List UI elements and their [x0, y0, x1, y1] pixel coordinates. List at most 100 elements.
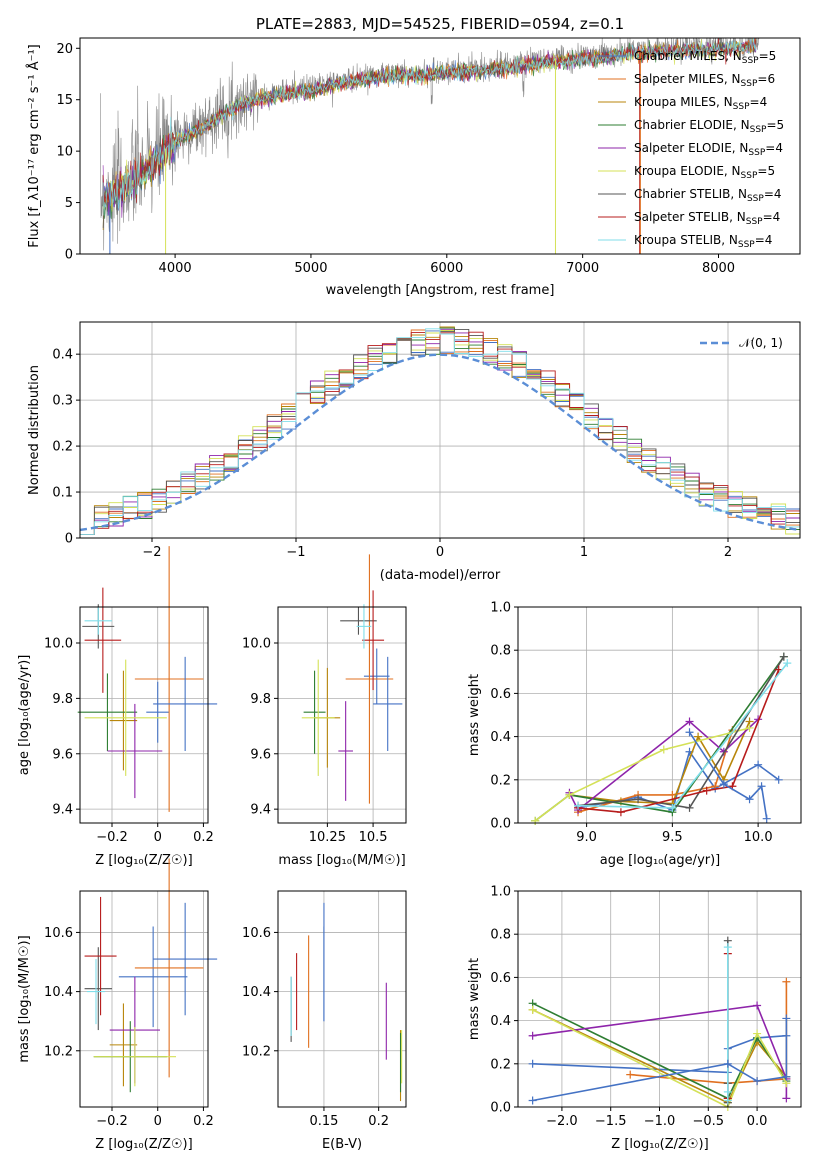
weight-vs-age-marker-0-6 — [774, 775, 783, 784]
legend-count-8: =4 — [755, 233, 773, 247]
mass-vs-Z-frame — [79, 890, 209, 1108]
legend-count-2: =4 — [750, 95, 768, 109]
age-vs-mass-xtick-label-0: 10.25 — [309, 830, 346, 845]
weight-vs-Z-marker-9-2 — [753, 1077, 762, 1086]
age-vs-mass-xtick-label-1: 10.5 — [359, 830, 388, 845]
residuals-hist-6 — [80, 328, 800, 535]
age-vs-Z-ytick-label-2: 9.8 — [52, 692, 73, 707]
age-vs-Z-xtick-label-0: −0.2 — [96, 830, 128, 845]
mass-vs-Z-ytick-label-1: 10.4 — [44, 985, 73, 1000]
age-vs-mass-ytick-label-2: 9.8 — [250, 692, 271, 707]
age-vs-mass-xlabel: mass [log₁₀(M/M☉)] — [278, 853, 405, 868]
normal-legend-label: 𝒩(0, 1) — [739, 336, 783, 350]
mass-vs-Z-xtick-label-1: 0 — [154, 1114, 162, 1129]
figure-title: PLATE=2883, MJD=54525, FIBERID=0594, z=0… — [256, 15, 624, 33]
weight-vs-age-ylabel: mass weight — [467, 674, 482, 756]
weight-vs-Z-xtick-label-0: −2.0 — [546, 1114, 578, 1129]
spectrum-ytick-label-1: 5 — [65, 196, 73, 211]
weight-vs-age-ytick-label-1: 0.2 — [490, 773, 511, 788]
legend-sub-0: SSP — [742, 56, 759, 66]
legend-count-5: =5 — [757, 164, 775, 178]
age-vs-Z-plot: −0.2 0 0.2 9.4 9.6 9.8 10.0 — [44, 546, 218, 845]
age-vs-Z-panel: −0.2 0 0.2 9.4 9.6 9.8 10.0 Z [log₁₀(Z/Z☉)] ag… — [17, 546, 218, 868]
weight-vs-Z-series-4 — [532, 1004, 788, 1099]
weight-vs-Z-series-5 — [532, 1009, 788, 1109]
weight-vs-Z-panel: −2.0 −1.5 −1.0 −0.5 0.0 0.0 0.2 0.4 0.6 0.8 1.0 Z … — [467, 885, 802, 1152]
weight-vs-Z-marker-9-4 — [782, 1014, 791, 1023]
weight-vs-Z-marker-5-2 — [753, 1029, 762, 1038]
weight-vs-age-ytick-label-3: 0.6 — [490, 687, 511, 702]
residuals-panel: −2 −1 0 1 200.10.20.30.4 (data-model)/error … — [27, 321, 801, 583]
legend-sub-6: SSP — [747, 194, 764, 204]
weight-vs-age-marker-8-1 — [668, 803, 677, 812]
residuals-ytick-label-2: 0.2 — [52, 440, 73, 455]
age-vs-Z-xlabel: Z [log₁₀(Z/Z☉)] — [95, 853, 192, 868]
weight-vs-age-xlabel: age [log₁₀(age/yr)] — [600, 853, 721, 868]
weight-vs-age-series-5 — [534, 727, 750, 822]
weight-vs-age-marker-6-1 — [634, 795, 643, 804]
age-vs-Z-ytick-label-0: 9.4 — [52, 803, 73, 818]
legend-sub-2: SSP — [733, 102, 750, 112]
weight-vs-age-ytick-label-5: 1.0 — [490, 601, 511, 616]
weight-vs-Z-marker-1-0 — [626, 1070, 635, 1079]
mass-vs-EBV-ytick-label-2: 10.6 — [242, 926, 271, 941]
legend-count-6: =4 — [764, 187, 782, 201]
weight-vs-age-marker-7-2 — [702, 786, 711, 795]
residuals-xtick-label-0: −2 — [142, 545, 161, 560]
residuals-legend: 𝒩(0, 1) — [700, 336, 783, 350]
mass-vs-EBV-ytick-label-0: 10.2 — [242, 1044, 271, 1059]
weight-vs-Z-marker-8-1 — [723, 1087, 732, 1096]
weight-vs-Z-marker-5-0 — [528, 1005, 537, 1014]
residuals-hist-7 — [80, 331, 800, 535]
mass-vs-Z-ytick-label-2: 10.6 — [44, 926, 73, 941]
weight-vs-Z-marker-9-1 — [723, 1059, 732, 1068]
weight-vs-Z-marker-4-0 — [528, 1031, 537, 1040]
weight-vs-Z-xtick-label-3: −0.5 — [693, 1114, 725, 1129]
legend-label-8: Kroupa STELIB, NSSP=4 — [634, 233, 772, 250]
age-vs-mass-ytick-label-3: 10.0 — [242, 637, 271, 652]
spectrum-xtick-label-2: 6000 — [430, 261, 463, 276]
legend-label-7: Salpeter STELIB, NSSP=4 — [634, 210, 780, 227]
weight-vs-age-marker-8-2 — [783, 659, 792, 668]
residuals-ylabel: Normed distribution — [27, 365, 42, 495]
weight-vs-age-marker-9-4 — [762, 814, 771, 823]
weight-vs-age-marker-6-3 — [779, 652, 788, 661]
age-vs-Z-ylabel: age [log₁₀(age/yr)] — [17, 655, 32, 776]
weight-vs-age-xtick-label-1: 9.5 — [662, 830, 683, 845]
weight-vs-age-marker-9-1 — [719, 780, 728, 789]
residuals-xtick-label-3: 1 — [580, 545, 588, 560]
mass-vs-EBV-xtick-label-1: 0.2 — [368, 1114, 389, 1129]
weight-vs-age-marker-5-1 — [565, 790, 574, 799]
spectrum-plot: 4000 5000 6000 7000 8000 0 5 10 15 20 — [56, 38, 760, 276]
mass-vs-Z-plot: −0.2 0 0.2 10.2 10.4 10.6 — [44, 858, 218, 1129]
spectrum-model-line-7 — [102, 38, 757, 213]
weight-vs-age-marker-9-2 — [745, 795, 754, 804]
age-vs-mass-frame — [277, 606, 407, 824]
legend-count-1: =6 — [757, 72, 775, 86]
weight-vs-age-series-6 — [577, 656, 785, 809]
spectrum-panel: 4000 5000 6000 7000 8000 0 5 10 15 20 wavelength … — [26, 37, 801, 298]
spectrum-ytick-label-0: 0 — [65, 248, 73, 263]
weight-vs-Z-plot: −2.0 −1.5 −1.0 −0.5 0.0 0.0 0.2 0.4 0.6 0.8 1.0 — [490, 885, 801, 1129]
weight-vs-age-marker-7-1 — [616, 808, 625, 817]
weight-vs-age-xtick-label-2: 10.0 — [744, 830, 773, 845]
legend-label-1: Salpeter MILES, NSSP=6 — [634, 72, 775, 89]
age-vs-mass-ytick-label-0: 9.4 — [250, 803, 271, 818]
legend-sub-8: SSP — [738, 240, 755, 250]
weight-vs-age-plot: 9.0 9.5 10.0 0.0 0.2 0.4 0.6 0.8 1.0 — [490, 601, 801, 845]
spectrum-model-line-8 — [102, 38, 757, 216]
legend-sub-3: SSP — [750, 125, 767, 135]
age-vs-Z-xtick-label-2: 0.2 — [193, 830, 214, 845]
legend-sub-7: SSP — [746, 217, 763, 227]
age-vs-mass-panel: 10.25 10.5 9.4 9.6 9.8 10.0 mass [log₁₀(M/M☉)… — [242, 554, 407, 868]
mass-vs-EBV-frame — [277, 890, 407, 1108]
spectrum-xtick-label-4: 8000 — [702, 261, 735, 276]
weight-vs-Z-marker-4-1 — [753, 1001, 762, 1010]
weight-vs-age-marker-9-3 — [757, 782, 766, 791]
weight-vs-Z-ytick-label-5: 1.0 — [490, 885, 511, 900]
age-vs-Z-ytick-label-3: 10.0 — [44, 637, 73, 652]
age-vs-Z-ytick-label-1: 9.6 — [52, 747, 73, 762]
weight-vs-age-marker-6-2 — [685, 803, 694, 812]
mass-vs-EBV-ytick-label-1: 10.4 — [242, 985, 271, 1000]
weight-vs-age-series-3 — [534, 656, 785, 822]
